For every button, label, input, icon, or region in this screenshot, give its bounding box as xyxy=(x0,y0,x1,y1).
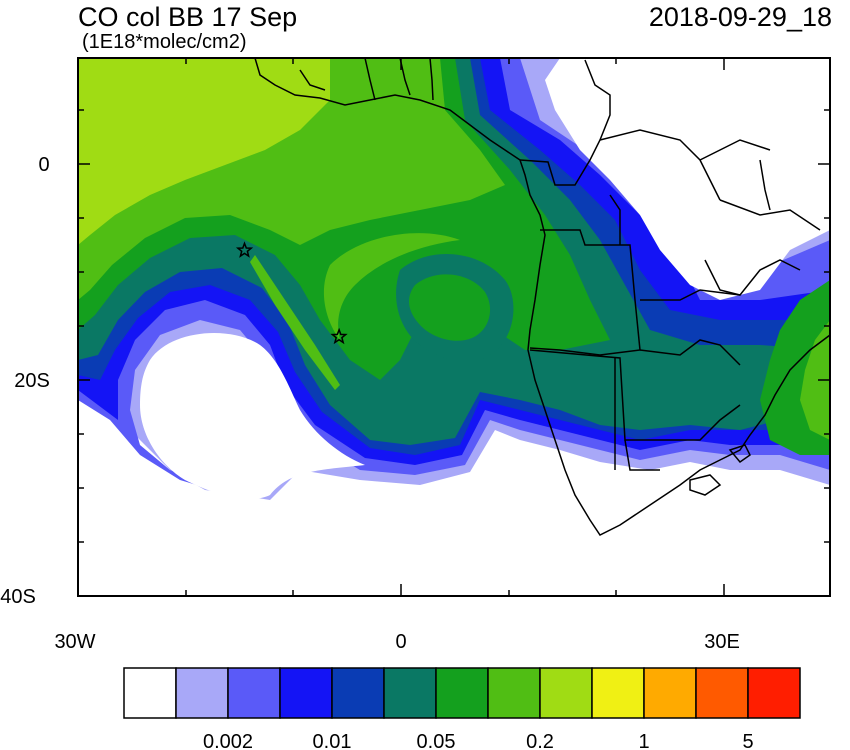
coastlines xyxy=(254,58,830,536)
star-marker-1 xyxy=(235,241,254,258)
lon-label-30w: 30W xyxy=(54,631,95,653)
colorbar-label: 0.2 xyxy=(526,731,554,750)
colorbar-label: 0.002 xyxy=(203,731,253,750)
colorbar-label: 1 xyxy=(638,731,649,750)
tick-marks xyxy=(77,58,830,597)
colorbar-swatch xyxy=(695,667,749,719)
lon-label-30e: 30E xyxy=(704,631,740,653)
colorbar-swatch xyxy=(123,667,177,719)
lon-label-0: 0 xyxy=(395,631,406,653)
map-title: CO col BB 17 Sep xyxy=(78,2,298,32)
units-label: (1E18*molec/cm2) xyxy=(82,31,247,53)
colorbar-swatch xyxy=(643,667,697,719)
colorbar-swatch xyxy=(539,667,593,719)
colorbar-label: 0.01 xyxy=(313,731,352,750)
colorbar-swatch xyxy=(279,667,333,719)
colorbar-swatch xyxy=(435,667,489,719)
colorbar-swatch xyxy=(227,667,281,719)
colorbar-swatch xyxy=(175,667,229,719)
plot-frame xyxy=(77,57,831,597)
concentration-field xyxy=(78,58,830,500)
datetime-label: 2018-09-29_18 xyxy=(648,2,832,32)
lat-label-20s: 20S xyxy=(14,370,50,392)
colorbar-label: 0.05 xyxy=(417,731,456,750)
colorbar-swatch xyxy=(747,667,801,719)
colorbar-swatch xyxy=(331,667,385,719)
colorbar-swatch xyxy=(591,667,645,719)
site-markers xyxy=(235,241,348,345)
colorbar-swatch xyxy=(383,667,437,719)
star-marker-2 xyxy=(330,327,348,345)
colorbar: 0.002 0.01 0.05 0.2 1 5 xyxy=(123,667,801,750)
lat-label-40s: 40S xyxy=(0,586,36,608)
colorbar-label: 5 xyxy=(742,731,753,750)
colorbar-swatch xyxy=(487,667,541,719)
lat-label-0: 0 xyxy=(38,154,49,176)
